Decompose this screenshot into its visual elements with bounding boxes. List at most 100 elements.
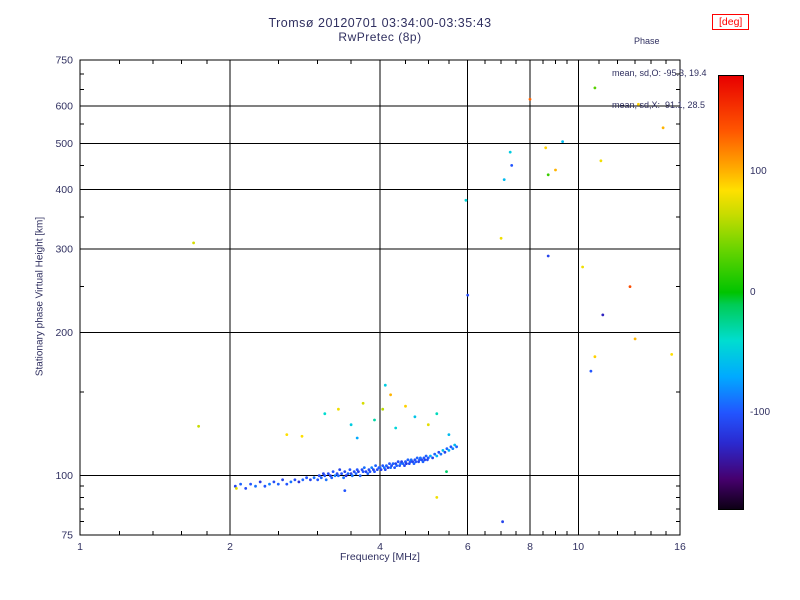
data-point <box>415 456 419 460</box>
data-point <box>435 412 439 416</box>
x-tick-label: 4 <box>377 541 383 553</box>
data-point <box>435 496 439 499</box>
data-point <box>546 254 550 258</box>
data-point <box>451 447 455 450</box>
data-point <box>546 173 550 177</box>
data-point <box>374 464 377 467</box>
data-point <box>331 470 335 473</box>
data-point <box>312 476 316 480</box>
data-point <box>501 520 504 524</box>
data-point <box>403 464 406 467</box>
data-point <box>561 140 564 144</box>
data-point <box>333 474 337 478</box>
data-point <box>437 450 441 454</box>
data-point <box>352 470 356 473</box>
data-point <box>355 436 359 440</box>
data-point <box>254 484 257 488</box>
data-point <box>589 369 593 373</box>
data-point <box>373 470 376 473</box>
data-point <box>344 474 348 478</box>
y-tick-label: 100 <box>55 470 73 482</box>
data-point <box>445 470 448 473</box>
data-point <box>455 445 458 449</box>
data-point <box>383 468 387 471</box>
data-point <box>670 353 674 356</box>
data-point <box>426 423 430 427</box>
data-point <box>335 472 339 475</box>
data-point <box>368 470 372 473</box>
phase-stats-header: Phase <box>634 35 660 46</box>
data-point <box>395 464 399 467</box>
data-point <box>433 452 437 456</box>
data-point <box>301 478 305 482</box>
data-point <box>235 487 238 490</box>
data-point <box>362 466 366 469</box>
y-tick-label: 300 <box>55 244 73 256</box>
data-point <box>401 462 405 465</box>
colorbar-tick-label: -100 <box>750 407 771 419</box>
data-point <box>281 478 284 482</box>
data-point <box>389 393 392 397</box>
data-point <box>661 126 665 130</box>
data-point <box>599 159 603 163</box>
x-tick-label: 10 <box>572 541 584 553</box>
data-point <box>244 487 248 490</box>
data-point <box>373 418 376 422</box>
data-point <box>322 472 325 475</box>
data-point <box>544 146 548 150</box>
data-point <box>391 462 395 465</box>
data-point <box>337 407 340 411</box>
data-point <box>342 476 345 480</box>
y-axis-label: Stationary phase Virtual Height [km] <box>34 216 46 377</box>
data-point <box>466 293 470 297</box>
data-point <box>289 480 293 484</box>
data-point <box>404 404 407 408</box>
data-point <box>293 478 297 482</box>
y-tick-label: 600 <box>55 101 73 113</box>
data-point <box>528 97 532 101</box>
y-tick-label: 750 <box>55 55 73 67</box>
data-point <box>390 464 393 467</box>
data-point <box>601 313 605 317</box>
data-point <box>393 466 396 469</box>
data-point <box>366 472 370 475</box>
chart-title: Tromsø 20120701 03:34:00-03:35:43 <box>268 16 492 30</box>
data-point <box>441 449 445 452</box>
data-point <box>554 168 557 172</box>
data-point <box>443 450 447 454</box>
data-point <box>329 474 332 478</box>
data-point <box>381 407 385 411</box>
data-point <box>414 460 418 464</box>
data-point <box>343 470 347 473</box>
data-point <box>285 433 289 436</box>
data-point <box>346 472 350 475</box>
data-point <box>385 464 388 467</box>
data-point <box>637 102 640 106</box>
phase-stats-o-mode: mean, sd,O: -95.3, 19.4 <box>612 67 707 78</box>
data-point <box>381 464 385 467</box>
data-point <box>348 468 352 471</box>
y-tick-label: 75 <box>61 530 73 542</box>
x-axis-label: Frequency [MHz] <box>340 551 420 563</box>
data-point <box>323 412 327 416</box>
data-point <box>192 241 196 245</box>
data-point <box>324 478 328 482</box>
data-point <box>317 474 321 478</box>
data-point <box>449 445 453 449</box>
chart-subtitle: RwPretec (8p) <box>338 30 422 44</box>
data-point <box>239 482 243 486</box>
data-point <box>628 285 632 288</box>
data-point <box>285 482 289 486</box>
data-point <box>349 472 353 475</box>
data-point <box>423 458 427 462</box>
data-point <box>508 150 512 154</box>
data-point <box>297 480 301 484</box>
data-point <box>379 468 383 471</box>
data-point <box>326 472 330 475</box>
y-tick-label: 200 <box>55 327 73 339</box>
data-point <box>396 460 400 464</box>
data-point <box>361 470 365 473</box>
data-point <box>447 449 451 452</box>
data-point <box>319 476 323 480</box>
data-point <box>464 198 468 202</box>
